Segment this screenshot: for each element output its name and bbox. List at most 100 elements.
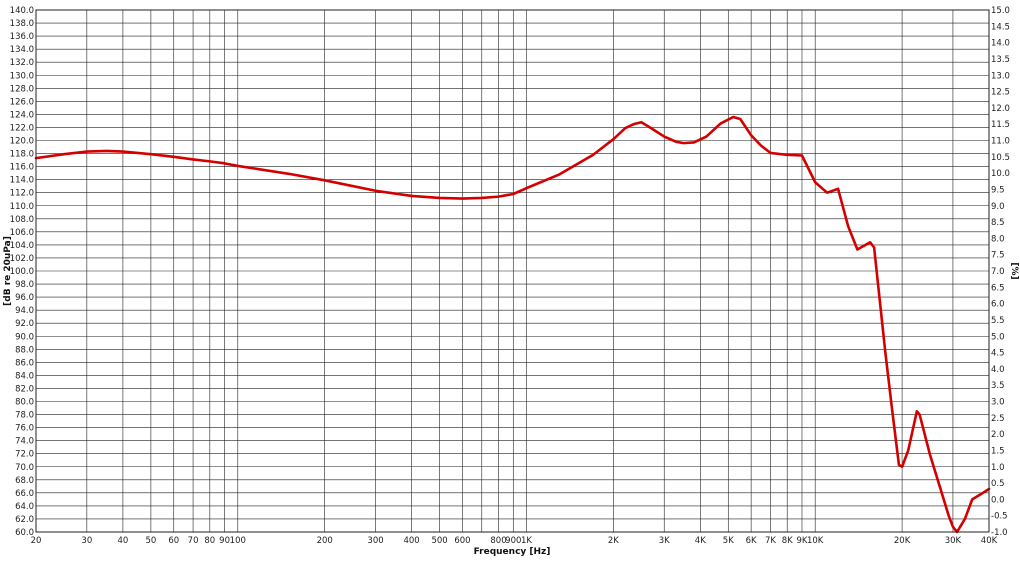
- x-tick-label: 500: [431, 536, 447, 546]
- x-tick-label: 30: [81, 536, 92, 546]
- x-tick-label: 40K: [981, 536, 998, 546]
- y-tick-label: 138.0: [10, 19, 34, 29]
- y-tick-label: 66.0: [15, 489, 34, 499]
- x-tick-label: 300: [367, 536, 383, 546]
- y2-tick-label: 0.0: [991, 495, 1005, 505]
- y2-tick-label: 13.5: [991, 55, 1010, 65]
- y-tick-label: 104.0: [10, 241, 34, 251]
- x-tick-label: 3K: [659, 536, 670, 546]
- x-tick-label: 8K: [782, 536, 793, 546]
- y-tick-label: 86.0: [15, 358, 34, 368]
- tick-labels: 60.0 62.0 64.0 66.0 68.0 70.0 72.0 74.0 76.0 78.0…: [10, 6, 1010, 546]
- y2-tick-label: 10.0: [991, 169, 1010, 179]
- y-tick-label: 64.0: [15, 502, 34, 512]
- y2-tick-label: 7.5: [991, 251, 1005, 261]
- y-tick-label: 124.0: [10, 110, 34, 120]
- y-tick-label: 100.0: [10, 267, 34, 277]
- x-tick-label: 9K: [796, 536, 807, 546]
- y2-tick-label: 0.5: [991, 479, 1005, 489]
- x-tick-label: 900: [505, 536, 521, 546]
- x-axis-title: Frequency [Hz]: [474, 547, 551, 557]
- y2-tick-label: 5.5: [991, 316, 1005, 326]
- y-tick-label: 122.0: [10, 123, 34, 133]
- y-tick-label: 92.0: [15, 319, 34, 329]
- y-tick-label: 90.0: [15, 332, 34, 342]
- x-tick-label: 40: [117, 536, 128, 546]
- y-tick-label: 132.0: [10, 58, 34, 68]
- y2-tick-label: 9.0: [991, 202, 1005, 212]
- y-tick-label: 96.0: [15, 293, 34, 303]
- y2-tick-label: 7.0: [991, 267, 1005, 277]
- y2-tick-label: 13.0: [991, 71, 1010, 81]
- y-tick-label: 134.0: [10, 45, 34, 55]
- y2-axis-title: [%]: [1009, 262, 1019, 279]
- x-tick-label: 2K: [608, 536, 619, 546]
- y-tick-label: 118.0: [10, 150, 34, 160]
- y2-tick-label: 14.0: [991, 39, 1010, 49]
- series-line: [34, 115, 991, 534]
- y2-tick-label: 1.0: [991, 463, 1005, 473]
- x-tick-label: 400: [403, 536, 419, 546]
- y2-tick-label: 5.0: [991, 332, 1005, 342]
- y-tick-label: 60.0: [15, 528, 34, 538]
- y-tick-label: 108.0: [10, 215, 34, 225]
- x-tick-label: 800: [490, 536, 506, 546]
- y-axis-title: [dB re 20uPa]: [3, 236, 13, 306]
- y-tick-label: 62.0: [15, 515, 34, 525]
- y-tick-label: 110.0: [10, 202, 34, 212]
- y-tick-label: 88.0: [15, 345, 34, 355]
- y2-tick-label: 4.0: [991, 365, 1005, 375]
- x-tick-label: 20: [31, 536, 42, 546]
- y2-tick-label: 10.5: [991, 153, 1010, 163]
- x-tick-label: 7K: [765, 536, 776, 546]
- x-tick-label: 600: [454, 536, 470, 546]
- y2-tick-label: -0.5: [991, 512, 1008, 522]
- x-tick-label: 80: [204, 536, 215, 546]
- y2-tick-label: 6.5: [991, 283, 1005, 293]
- y-tick-label: 140.0: [10, 6, 34, 16]
- y2-tick-label: 8.0: [991, 234, 1005, 244]
- y2-tick-label: 3.0: [991, 398, 1005, 408]
- x-tick-label: 60: [168, 536, 179, 546]
- y-tick-label: 112.0: [10, 189, 34, 199]
- y-tick-label: 82.0: [15, 384, 34, 394]
- y-tick-label: 128.0: [10, 84, 34, 94]
- y-tick-label: 120.0: [10, 137, 34, 147]
- y2-tick-label: 1.5: [991, 446, 1005, 456]
- x-tick-label: 200: [317, 536, 333, 546]
- y2-tick-label: 15.0: [991, 6, 1010, 16]
- grid: [35, 9, 990, 533]
- plot-frame: [35, 9, 990, 533]
- y2-tick-label: 4.5: [991, 349, 1005, 359]
- x-tick-label: 70: [188, 536, 199, 546]
- y-tick-label: 116.0: [10, 163, 34, 173]
- y-tick-label: 98.0: [15, 280, 34, 290]
- y-tick-label: 126.0: [10, 97, 34, 107]
- y2-tick-label: 12.0: [991, 104, 1010, 114]
- y-tick-label: 74.0: [15, 437, 34, 447]
- y2-tick-label: 14.5: [991, 22, 1010, 32]
- y-tick-label: 80.0: [15, 398, 34, 408]
- y-tick-label: 102.0: [10, 254, 34, 264]
- x-tick-label: 1K: [521, 536, 532, 546]
- y2-tick-label: 2.0: [991, 430, 1005, 440]
- y-tick-label: 72.0: [15, 450, 34, 460]
- curves: [34, 115, 991, 534]
- y2-tick-label: 6.0: [991, 300, 1005, 310]
- x-tick-label: 50: [145, 536, 156, 546]
- y-tick-label: 94.0: [15, 306, 34, 316]
- y2-tick-label: 8.5: [991, 218, 1005, 228]
- y2-tick-label: 2.5: [991, 414, 1005, 424]
- y-tick-label: 114.0: [10, 176, 34, 186]
- y-tick-label: 76.0: [15, 424, 34, 434]
- y2-tick-label: 11.5: [991, 120, 1010, 130]
- x-tick-label: 30K: [945, 536, 962, 546]
- x-tick-label: 5K: [723, 536, 734, 546]
- x-tick-label: 4K: [695, 536, 706, 546]
- y2-tick-label: 3.5: [991, 381, 1005, 391]
- y-tick-label: 84.0: [15, 371, 34, 381]
- y2-tick-label: -1.0: [991, 528, 1008, 538]
- y-tick-label: 70.0: [15, 463, 34, 473]
- y2-tick-label: 11.0: [991, 137, 1010, 147]
